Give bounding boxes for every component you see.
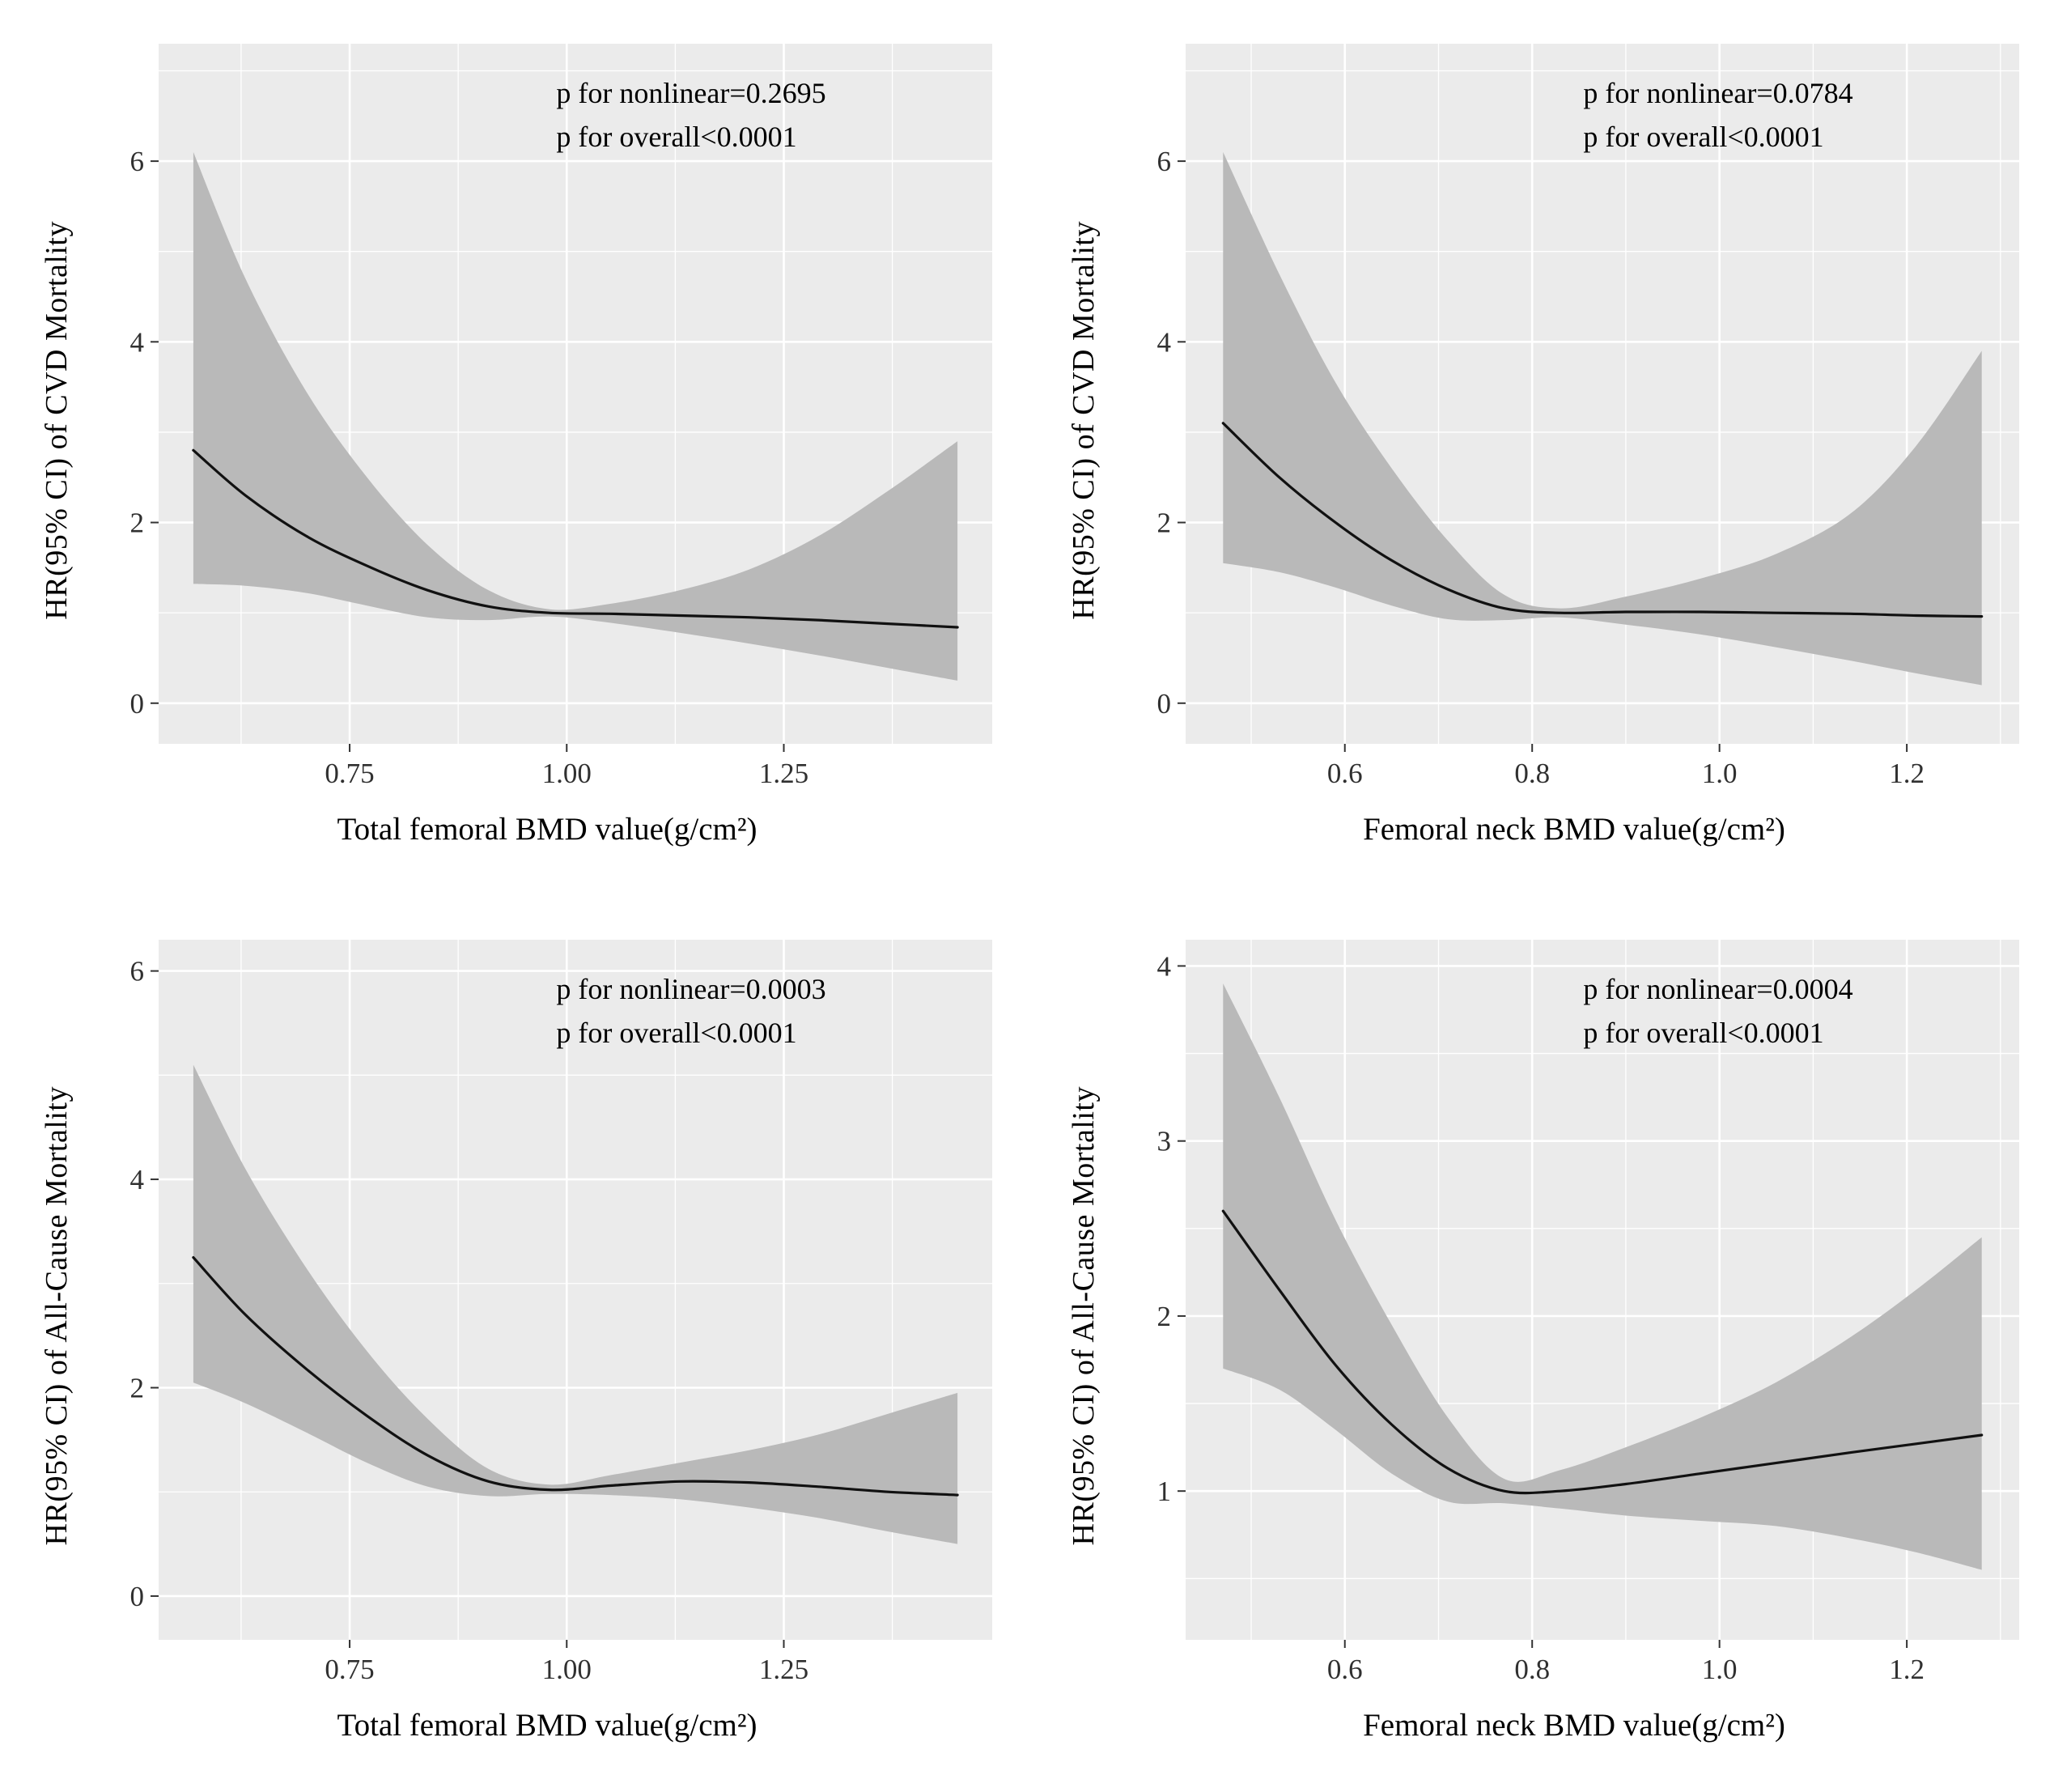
x-axis-title: Femoral neck BMD value(g/cm²) bbox=[1363, 1708, 1785, 1743]
p-nonlinear-text: p for nonlinear=0.0784 bbox=[1583, 77, 1853, 109]
cell-bottom-left: HR(95% CI) of All-Cause Mortality 0.75 1.… bbox=[0, 896, 1027, 1792]
svg-text:6: 6 bbox=[130, 146, 145, 177]
svg-text:0: 0 bbox=[130, 1581, 145, 1612]
y-axis-title: HR(95% CI) of CVD Mortality bbox=[28, 36, 86, 805]
p-nonlinear-text: p for nonlinear=0.2695 bbox=[556, 77, 826, 109]
y-axis-title: HR(95% CI) of All-Cause Mortality bbox=[28, 932, 86, 1701]
svg-text:1.2: 1.2 bbox=[1889, 1654, 1925, 1685]
plot-area: 0.6 0.8 1.0 1.2 1 2 3 4 bbox=[1157, 940, 2019, 1685]
svg-text:1.00: 1.00 bbox=[542, 758, 592, 789]
plot-region: 0.6 0.8 1.0 1.2 0 2 4 6 p for nonlinear=0.0784 … bbox=[1113, 36, 2035, 805]
p-overall-text: p for overall<0.0001 bbox=[556, 1017, 797, 1049]
svg-text:2: 2 bbox=[130, 507, 145, 539]
y-axis-title: HR(95% CI) of CVD Mortality bbox=[1055, 36, 1113, 805]
p-overall-text: p for overall<0.0001 bbox=[556, 121, 797, 153]
svg-text:1.25: 1.25 bbox=[759, 1654, 808, 1685]
plot-region: 0.75 1.00 1.25 0 2 4 6 p for nonlinear=0.0003 … bbox=[86, 932, 1008, 1701]
y-axis-title-text: HR(95% CI) of CVD Mortality bbox=[40, 220, 74, 620]
svg-text:0: 0 bbox=[1157, 688, 1172, 720]
p-value-annotation: p for nonlinear=0.0004 p for overall<0.0… bbox=[1583, 967, 1852, 1055]
svg-text:2: 2 bbox=[1157, 507, 1172, 539]
svg-text:1.0: 1.0 bbox=[1702, 758, 1738, 789]
svg-text:1.2: 1.2 bbox=[1889, 758, 1925, 789]
svg-text:0.75: 0.75 bbox=[325, 1654, 374, 1685]
p-value-annotation: p for nonlinear=0.0784 p for overall<0.0… bbox=[1583, 71, 1852, 159]
svg-text:3: 3 bbox=[1157, 1126, 1172, 1157]
svg-text:1: 1 bbox=[1157, 1476, 1172, 1507]
svg-text:0.6: 0.6 bbox=[1327, 1654, 1363, 1685]
plot-area: 0.6 0.8 1.0 1.2 0 2 4 6 bbox=[1157, 44, 2019, 789]
cell-bottom-right: HR(95% CI) of All-Cause Mortality 0.6 0.8… bbox=[1027, 896, 2054, 1792]
svg-text:0.6: 0.6 bbox=[1327, 758, 1363, 789]
svg-text:0.8: 0.8 bbox=[1514, 1654, 1550, 1685]
svg-text:4: 4 bbox=[1157, 326, 1172, 358]
svg-text:4: 4 bbox=[130, 1164, 145, 1195]
svg-text:2: 2 bbox=[1157, 1301, 1172, 1332]
cell-top-right: HR(95% CI) of CVD Mortality 0.6 0.8 1.0 1.2… bbox=[1027, 0, 2054, 896]
svg-text:1.0: 1.0 bbox=[1702, 1654, 1738, 1685]
svg-text:6: 6 bbox=[1157, 146, 1172, 177]
x-axis-title: Total femoral BMD value(g/cm²) bbox=[337, 1708, 758, 1743]
cell-top-left: HR(95% CI) of CVD Mortality 0.75 1.00 1.25… bbox=[0, 0, 1027, 896]
p-overall-text: p for overall<0.0001 bbox=[1583, 121, 1824, 153]
p-value-annotation: p for nonlinear=0.2695 p for overall<0.0… bbox=[556, 71, 825, 159]
p-nonlinear-text: p for nonlinear=0.0004 bbox=[1583, 973, 1853, 1005]
svg-text:0: 0 bbox=[130, 688, 145, 720]
svg-text:2: 2 bbox=[130, 1372, 145, 1403]
panel-allcause-femoral-neck-bmd: HR(95% CI) of All-Cause Mortality 0.6 0.8… bbox=[1055, 932, 2054, 1759]
plot-region: 0.6 0.8 1.0 1.2 1 2 3 4 p for nonlinear=0.0004 … bbox=[1113, 932, 2035, 1701]
svg-text:0.8: 0.8 bbox=[1514, 758, 1550, 789]
panel-cvd-total-femoral-bmd: HR(95% CI) of CVD Mortality 0.75 1.00 1.25… bbox=[28, 36, 1027, 863]
y-axis-title-text: HR(95% CI) of All-Cause Mortality bbox=[1067, 1086, 1101, 1546]
svg-text:0.75: 0.75 bbox=[325, 758, 374, 789]
x-axis-title: Total femoral BMD value(g/cm²) bbox=[337, 812, 758, 847]
svg-text:1.25: 1.25 bbox=[759, 758, 808, 789]
svg-text:6: 6 bbox=[130, 956, 145, 987]
p-value-annotation: p for nonlinear=0.0003 p for overall<0.0… bbox=[556, 967, 825, 1055]
plot-area: 0.75 1.00 1.25 0 2 4 6 bbox=[130, 940, 992, 1685]
svg-text:1.00: 1.00 bbox=[542, 1654, 592, 1685]
plot-region: 0.75 1.00 1.25 0 2 4 6 p for nonlinear=0.2695 … bbox=[86, 36, 1008, 805]
plot-area: 0.75 1.00 1.25 0 2 4 6 bbox=[130, 44, 992, 789]
y-axis-title: HR(95% CI) of All-Cause Mortality bbox=[1055, 932, 1113, 1701]
svg-text:4: 4 bbox=[1157, 950, 1172, 982]
y-axis-title-text: HR(95% CI) of All-Cause Mortality bbox=[40, 1086, 74, 1546]
panel-allcause-total-femoral-bmd: HR(95% CI) of All-Cause Mortality 0.75 1.… bbox=[28, 932, 1027, 1759]
y-axis-title-text: HR(95% CI) of CVD Mortality bbox=[1067, 220, 1101, 620]
panel-cvd-femoral-neck-bmd: HR(95% CI) of CVD Mortality 0.6 0.8 1.0 1.2… bbox=[1055, 36, 2054, 863]
p-nonlinear-text: p for nonlinear=0.0003 bbox=[556, 973, 826, 1005]
svg-text:4: 4 bbox=[130, 326, 145, 358]
p-overall-text: p for overall<0.0001 bbox=[1583, 1017, 1824, 1049]
x-axis-title: Femoral neck BMD value(g/cm²) bbox=[1363, 812, 1785, 847]
